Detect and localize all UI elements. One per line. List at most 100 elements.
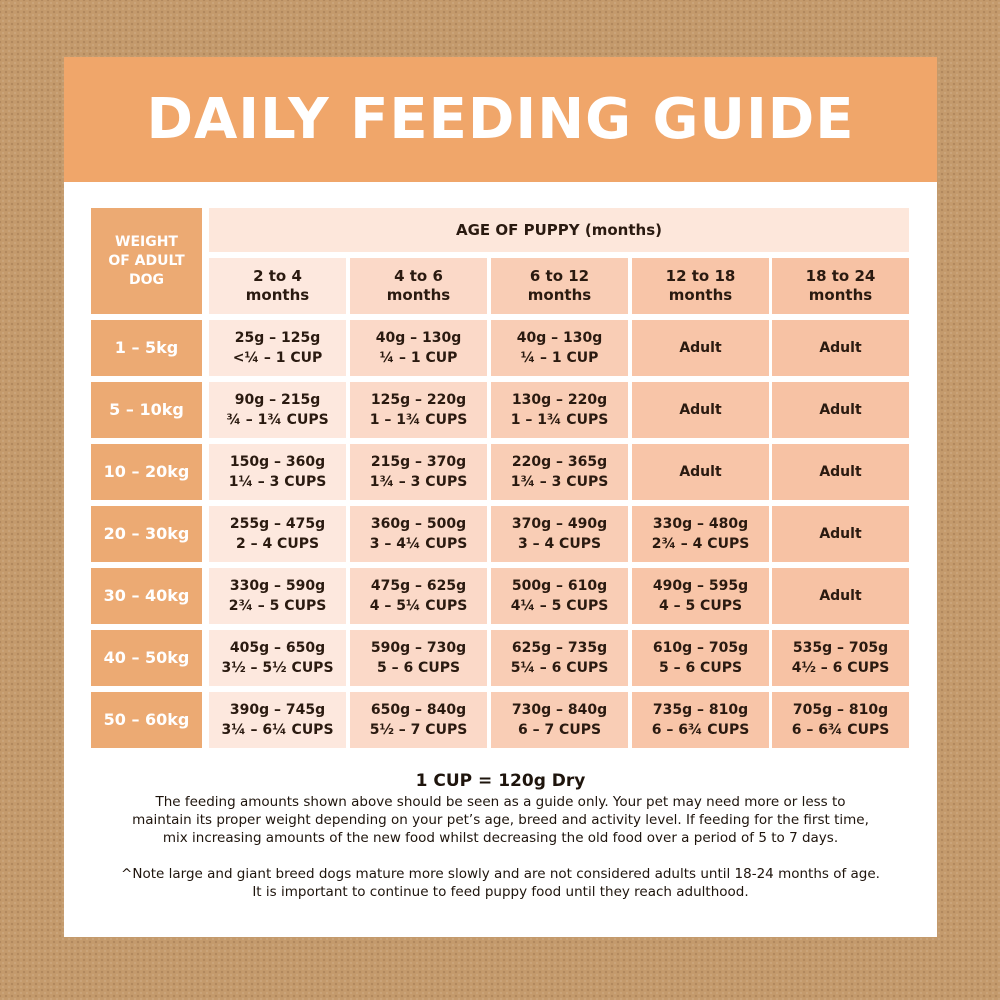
cell-text: 5 – 6 CUPS bbox=[658, 660, 743, 676]
cell-text: months bbox=[386, 286, 451, 304]
cell-text: ¼ – 1 CUP bbox=[379, 350, 458, 366]
feeding-amount-cell: 255g – 475g 2 – 4 CUPS bbox=[209, 506, 346, 562]
cell-text: 735g – 810g bbox=[652, 702, 749, 718]
feeding-amount-cell: 90g – 215g ¾ – 1¾ CUPS bbox=[209, 382, 346, 438]
cell-text: 1¾ – 3 CUPS bbox=[369, 474, 468, 490]
age-column-header: 18 to 24 months bbox=[772, 258, 909, 314]
cell-text: 255g – 475g bbox=[229, 516, 326, 532]
weight-row-label: 5 – 10kg bbox=[91, 382, 202, 438]
title-banner: DAILY FEEDING GUIDE bbox=[64, 57, 937, 182]
age-column-header: 2 to 4 months bbox=[209, 258, 346, 314]
weight-row-label: 30 – 40kg bbox=[91, 568, 202, 624]
cell-text: 20 – 30kg bbox=[103, 524, 190, 543]
feeding-amount-cell: Adult bbox=[772, 382, 909, 438]
cell-text: 10 – 20kg bbox=[103, 462, 190, 481]
cell-text: 625g – 735g bbox=[511, 640, 608, 656]
cell-text: 6 to 12 bbox=[529, 267, 590, 285]
cell-text: 5¼ – 6 CUPS bbox=[510, 660, 609, 676]
feeding-amount-cell: 125g – 220g 1 – 1¾ CUPS bbox=[350, 382, 487, 438]
cell-text: 40g – 130g bbox=[375, 330, 462, 346]
feeding-amount-cell: 40g – 130g ¼ – 1 CUP bbox=[491, 320, 628, 376]
cell-text: 390g – 745g bbox=[229, 702, 326, 718]
cell-text: 40 – 50kg bbox=[103, 648, 190, 667]
feeding-amount-cell: 705g – 810g 6 – 6¾ CUPS bbox=[772, 692, 909, 748]
cell-text: 2 – 4 CUPS bbox=[235, 536, 320, 552]
weight-row-label: 20 – 30kg bbox=[91, 506, 202, 562]
cell-text: 5 – 10kg bbox=[109, 400, 184, 419]
age-header: AGE OF PUPPY (months) bbox=[209, 208, 909, 252]
feeding-amount-cell: 625g – 735g 5¼ – 6 CUPS bbox=[491, 630, 628, 686]
cell-text: 4 to 6 bbox=[394, 267, 443, 285]
cell-text: 3 – 4¼ CUPS bbox=[369, 536, 468, 552]
feeding-amount-cell: Adult bbox=[772, 444, 909, 500]
cell-text: DOG bbox=[128, 271, 164, 288]
cell-text: 1 – 5kg bbox=[114, 338, 179, 357]
cell-text: 650g – 840g bbox=[370, 702, 467, 718]
cell-text: 6 – 6¾ CUPS bbox=[651, 722, 750, 738]
cell-text: Adult bbox=[679, 402, 722, 418]
cell-text: 3 – 4 CUPS bbox=[517, 536, 602, 552]
cell-text: Adult bbox=[819, 402, 862, 418]
cell-text: 330g – 480g bbox=[652, 516, 749, 532]
cell-text: Adult bbox=[819, 526, 862, 542]
guide-paragraph: The feeding amounts shown above should b… bbox=[64, 793, 937, 847]
feeding-amount-cell: 130g – 220g 1 – 1¾ CUPS bbox=[491, 382, 628, 438]
cell-text: 220g – 365g bbox=[511, 454, 608, 470]
feeding-amount-cell: 370g – 490g 3 – 4 CUPS bbox=[491, 506, 628, 562]
weight-row-label: 10 – 20kg bbox=[91, 444, 202, 500]
feeding-amount-cell: 610g – 705g 5 – 6 CUPS bbox=[632, 630, 769, 686]
footer-notes: 1 CUP = 120g Dry The feeding amounts sho… bbox=[64, 769, 937, 901]
cell-text: 3½ – 5½ CUPS bbox=[221, 660, 334, 676]
guide-line: maintain its proper weight depending on … bbox=[132, 812, 869, 828]
cell-text: 730g – 840g bbox=[511, 702, 608, 718]
cell-text: Adult bbox=[819, 464, 862, 480]
cell-text: 12 to 18 bbox=[665, 267, 736, 285]
cell-text: 490g – 595g bbox=[652, 578, 749, 594]
cell-text: 4 – 5 CUPS bbox=[658, 598, 743, 614]
cell-text: Adult bbox=[679, 340, 722, 356]
feeding-amount-cell: Adult bbox=[772, 506, 909, 562]
cell-text: AGE OF PUPPY (months) bbox=[456, 221, 662, 239]
cell-text: Adult bbox=[679, 464, 722, 480]
feeding-amount-cell: 730g – 840g 6 – 7 CUPS bbox=[491, 692, 628, 748]
cell-text: 500g – 610g bbox=[511, 578, 608, 594]
feeding-amount-cell: 475g – 625g 4 – 5¼ CUPS bbox=[350, 568, 487, 624]
guide-line: mix increasing amounts of the new food w… bbox=[162, 830, 839, 846]
cell-text: 5½ – 7 CUPS bbox=[369, 722, 468, 738]
cell-text: <¼ – 1 CUP bbox=[232, 350, 323, 366]
cell-text: WEIGHT bbox=[115, 233, 178, 250]
feeding-amount-cell: 405g – 650g 3½ – 5½ CUPS bbox=[209, 630, 346, 686]
feeding-amount-cell: 500g – 610g 4¼ – 5 CUPS bbox=[491, 568, 628, 624]
feeding-amount-cell: 590g – 730g 5 – 6 CUPS bbox=[350, 630, 487, 686]
age-column-header: 4 to 6 months bbox=[350, 258, 487, 314]
feeding-amount-cell: Adult bbox=[632, 444, 769, 500]
cell-text: 3¼ – 6¼ CUPS bbox=[221, 722, 334, 738]
cell-text: Adult bbox=[819, 340, 862, 356]
cell-text: 610g – 705g bbox=[652, 640, 749, 656]
cell-text: 6 – 6¾ CUPS bbox=[791, 722, 890, 738]
cell-text: Adult bbox=[819, 588, 862, 604]
cell-text: 2¾ – 5 CUPS bbox=[228, 598, 327, 614]
feeding-amount-cell: 25g – 125g <¼ – 1 CUP bbox=[209, 320, 346, 376]
feeding-amount-cell: Adult bbox=[632, 382, 769, 438]
feeding-amount-cell: 150g – 360g 1¼ – 3 CUPS bbox=[209, 444, 346, 500]
feeding-amount-cell: 490g – 595g 4 – 5 CUPS bbox=[632, 568, 769, 624]
cell-text: 4 – 5¼ CUPS bbox=[369, 598, 468, 614]
feeding-amount-cell: 215g – 370g 1¾ – 3 CUPS bbox=[350, 444, 487, 500]
feeding-amount-cell: Adult bbox=[772, 568, 909, 624]
feeding-amount-cell: 735g – 810g 6 – 6¾ CUPS bbox=[632, 692, 769, 748]
note-line: It is important to continue to feed pupp… bbox=[252, 884, 749, 900]
cell-text: 30 – 40kg bbox=[103, 586, 190, 605]
guide-line: The feeding amounts shown above should b… bbox=[155, 794, 846, 810]
cell-text: 370g – 490g bbox=[511, 516, 608, 532]
cell-text: 1¾ – 3 CUPS bbox=[510, 474, 609, 490]
cell-text: 1¼ – 3 CUPS bbox=[228, 474, 327, 490]
cell-text: 90g – 215g bbox=[234, 392, 321, 408]
cell-text: 130g – 220g bbox=[511, 392, 608, 408]
weight-column-header: WEIGHT OF ADULT DOG bbox=[91, 208, 202, 314]
weight-row-label: 50 – 60kg bbox=[91, 692, 202, 748]
cell-text: 705g – 810g bbox=[792, 702, 889, 718]
breed-note: ^Note large and giant breed dogs mature … bbox=[64, 865, 937, 901]
cell-text: 40g – 130g bbox=[516, 330, 603, 346]
cell-text: 2 to 4 bbox=[253, 267, 302, 285]
